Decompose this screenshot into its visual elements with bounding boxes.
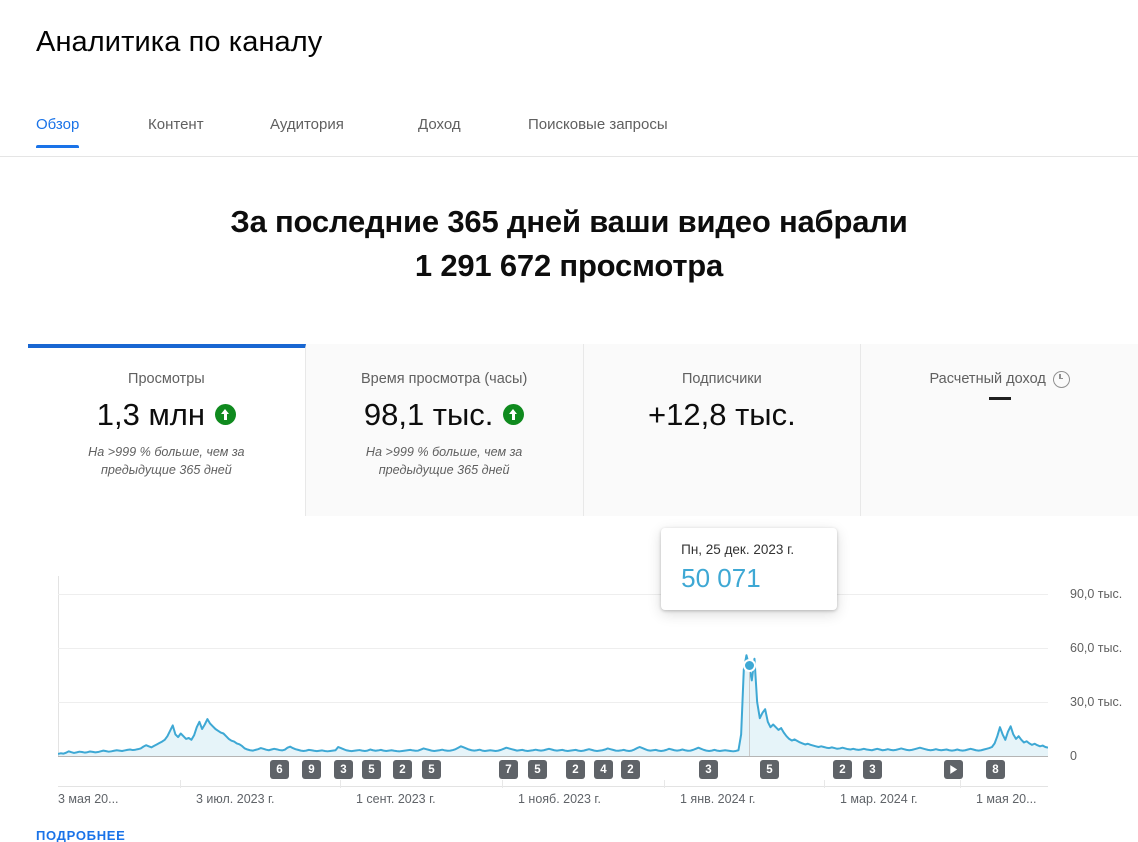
tab-2[interactable]: Аудитория xyxy=(270,116,344,133)
metric-card-value-text: 1,3 млн xyxy=(96,397,205,432)
metric-card-subtext: На >999 % больше, чем за предыдущие 365 … xyxy=(88,444,245,477)
chart-y-tick-label: 30,0 тыс. xyxy=(1070,695,1123,709)
chart-x-tick-label: 1 сент. 2023 г. xyxy=(356,792,436,806)
trend-up-icon xyxy=(503,404,525,426)
chart-gridline xyxy=(58,702,1048,703)
chart-tooltip: Пн, 25 дек. 2023 г. 50 071 xyxy=(661,528,838,610)
metric-card-subtext: На >999 % больше, чем за предыдущие 365 … xyxy=(365,444,523,477)
chart-x-tick-label: 1 янв. 2024 г. xyxy=(680,792,756,806)
video-count-badge[interactable]: 5 xyxy=(422,760,441,779)
shorts-marker-icon[interactable] xyxy=(459,760,478,779)
chart-x-separator xyxy=(664,780,665,788)
chart-x-tick-label: 1 нояб. 2023 г. xyxy=(518,792,601,806)
metric-card-value: 98,1 тыс. xyxy=(306,397,583,433)
video-count-badge[interactable]: 7 xyxy=(499,760,518,779)
top-divider xyxy=(0,0,1138,1)
chart-gridline xyxy=(58,648,1048,649)
metric-card-value xyxy=(861,397,1138,400)
tooltip-date: Пн, 25 дек. 2023 г. xyxy=(681,542,795,557)
metric-card-title-text: Подписчики xyxy=(681,371,762,387)
headline: За последние 365 дней ваши видео набрали… xyxy=(0,200,1138,288)
tab-0[interactable]: Обзор xyxy=(36,116,80,148)
tooltip-value: 50 071 xyxy=(681,563,761,593)
chart-x-separator xyxy=(180,780,181,788)
clock-icon xyxy=(1052,370,1070,388)
metric-card-value: +12,8 тыс. xyxy=(584,397,861,433)
metric-card-value: 1,3 млн xyxy=(28,397,305,433)
views-line-chart xyxy=(58,654,1048,756)
chart-hover-line xyxy=(749,665,751,756)
video-count-badge[interactable]: 2 xyxy=(566,760,585,779)
metric-card-title: Время просмотра (часы) xyxy=(361,371,527,387)
shorts-marker-icon[interactable] xyxy=(654,760,673,779)
video-count-badge[interactable]: 5 xyxy=(362,760,381,779)
chart-area-fill xyxy=(58,655,1048,756)
video-count-badge[interactable]: 2 xyxy=(833,760,852,779)
metric-card-value-text: 98,1 тыс. xyxy=(363,397,494,432)
headline-line-2: 1 291 672 просмотра xyxy=(414,248,724,284)
metric-card-title-text: Просмотры xyxy=(128,371,205,387)
video-count-badge[interactable]: 3 xyxy=(334,760,353,779)
video-count-badge[interactable]: 2 xyxy=(393,760,412,779)
tab-1[interactable]: Контент xyxy=(148,116,204,133)
page-title: Аналитика по каналу xyxy=(36,26,323,58)
headline-line-1: За последние 365 дней ваши видео набрали xyxy=(230,204,908,239)
chart-x-tick-label: 3 июл. 2023 г. xyxy=(196,792,275,806)
video-count-badge[interactable]: 2 xyxy=(621,760,640,779)
tab-bar: Обзор Контент Аудитория Доход Поисковые запр… xyxy=(0,108,1138,157)
metric-card-title-text: Время просмотра (часы) xyxy=(360,371,528,387)
chart-y-axis xyxy=(58,576,59,756)
video-count-badge[interactable]: 6 xyxy=(270,760,289,779)
chart-x-tick-label: 1 мая 20... xyxy=(976,792,1037,806)
video-count-badge[interactable]: 9 xyxy=(302,760,321,779)
chart-x-axis xyxy=(58,786,1048,787)
chart-y-tick-label: 0 xyxy=(1070,749,1077,763)
video-count-badge[interactable]: 3 xyxy=(863,760,882,779)
metric-card-title: Подписчики xyxy=(682,371,762,387)
metric-card-1[interactable]: Время просмотра (часы) 98,1 тыс. На >999 %… xyxy=(305,344,584,516)
metric-card-title-text: Расчетный доход xyxy=(929,371,1046,387)
trend-up-icon xyxy=(214,404,236,426)
no-data-dash xyxy=(988,397,1011,400)
metric-card-value-text: +12,8 тыс. xyxy=(648,397,796,432)
chart-x-separator xyxy=(340,780,341,788)
video-count-badge[interactable]: 5 xyxy=(760,760,779,779)
chart-x-separator xyxy=(502,780,503,788)
tab-4[interactable]: Поисковые запросы xyxy=(528,116,668,133)
chart-x-tick-label: 3 мая 20... xyxy=(58,792,119,806)
video-marker-icon[interactable] xyxy=(944,760,963,779)
chart-hover-dot[interactable] xyxy=(742,659,756,673)
tab-3[interactable]: Доход xyxy=(418,116,461,133)
metric-cards: Просмотры 1,3 млн На >999 % больше, чем за… xyxy=(28,344,1138,516)
chart-y-tick-label: 90,0 тыс. xyxy=(1070,587,1123,601)
chart-x-tick-label: 1 мар. 2024 г. xyxy=(840,792,918,806)
video-count-badge[interactable]: 4 xyxy=(594,760,613,779)
chart-plot[interactable] xyxy=(58,576,1048,757)
chart-x-separator xyxy=(824,780,825,788)
more-link[interactable]: ПОДРОБНЕЕ xyxy=(36,828,126,842)
video-count-badge[interactable]: 8 xyxy=(986,760,1005,779)
shorts-marker-icon[interactable] xyxy=(1020,760,1039,779)
chart-x-separator xyxy=(960,780,961,788)
chart-gridline xyxy=(58,594,1048,595)
video-count-badge[interactable]: 5 xyxy=(528,760,547,779)
metric-card-2[interactable]: Подписчики +12,8 тыс. xyxy=(583,344,862,516)
chart-y-tick-label: 60,0 тыс. xyxy=(1070,641,1123,655)
video-count-badge[interactable]: 3 xyxy=(699,760,718,779)
metric-card-0[interactable]: Просмотры 1,3 млн На >999 % больше, чем за… xyxy=(28,344,306,516)
chart-baseline xyxy=(58,756,1048,757)
metric-card-title: Расчетный доход xyxy=(929,370,1070,388)
chart-line xyxy=(58,654,1048,755)
metric-card-3[interactable]: Расчетный доход xyxy=(861,344,1138,516)
metric-card-title: Просмотры xyxy=(128,371,205,387)
